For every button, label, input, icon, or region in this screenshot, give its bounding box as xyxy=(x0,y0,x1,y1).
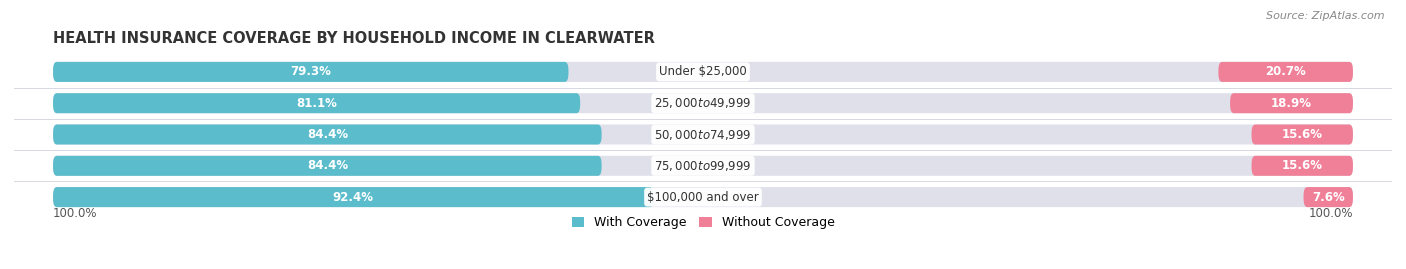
Text: 100.0%: 100.0% xyxy=(53,207,97,220)
Text: 7.6%: 7.6% xyxy=(1312,191,1344,204)
Legend: With Coverage, Without Coverage: With Coverage, Without Coverage xyxy=(567,211,839,234)
FancyBboxPatch shape xyxy=(1230,93,1353,113)
FancyBboxPatch shape xyxy=(1303,187,1353,207)
Text: $50,000 to $74,999: $50,000 to $74,999 xyxy=(654,128,752,141)
Text: 84.4%: 84.4% xyxy=(307,128,347,141)
FancyBboxPatch shape xyxy=(53,156,602,176)
FancyBboxPatch shape xyxy=(1219,62,1353,82)
Text: Source: ZipAtlas.com: Source: ZipAtlas.com xyxy=(1267,11,1385,21)
FancyBboxPatch shape xyxy=(53,93,581,113)
FancyBboxPatch shape xyxy=(53,62,568,82)
FancyBboxPatch shape xyxy=(53,62,1353,82)
Text: 15.6%: 15.6% xyxy=(1282,128,1323,141)
FancyBboxPatch shape xyxy=(53,187,654,207)
FancyBboxPatch shape xyxy=(53,125,1353,144)
Text: 84.4%: 84.4% xyxy=(307,159,347,172)
Text: 79.3%: 79.3% xyxy=(290,65,332,78)
FancyBboxPatch shape xyxy=(53,156,1353,176)
Text: 20.7%: 20.7% xyxy=(1265,65,1306,78)
Text: 15.6%: 15.6% xyxy=(1282,159,1323,172)
FancyBboxPatch shape xyxy=(53,93,1353,113)
FancyBboxPatch shape xyxy=(1251,156,1353,176)
Text: HEALTH INSURANCE COVERAGE BY HOUSEHOLD INCOME IN CLEARWATER: HEALTH INSURANCE COVERAGE BY HOUSEHOLD I… xyxy=(53,31,655,46)
Text: $100,000 and over: $100,000 and over xyxy=(647,191,759,204)
FancyBboxPatch shape xyxy=(1251,125,1353,144)
Text: Under $25,000: Under $25,000 xyxy=(659,65,747,78)
Text: 18.9%: 18.9% xyxy=(1271,97,1312,110)
Text: 81.1%: 81.1% xyxy=(297,97,337,110)
FancyBboxPatch shape xyxy=(53,187,1353,207)
FancyBboxPatch shape xyxy=(53,125,602,144)
Text: 100.0%: 100.0% xyxy=(1309,207,1353,220)
Text: 92.4%: 92.4% xyxy=(333,191,374,204)
Text: $75,000 to $99,999: $75,000 to $99,999 xyxy=(654,159,752,173)
Text: $25,000 to $49,999: $25,000 to $49,999 xyxy=(654,96,752,110)
